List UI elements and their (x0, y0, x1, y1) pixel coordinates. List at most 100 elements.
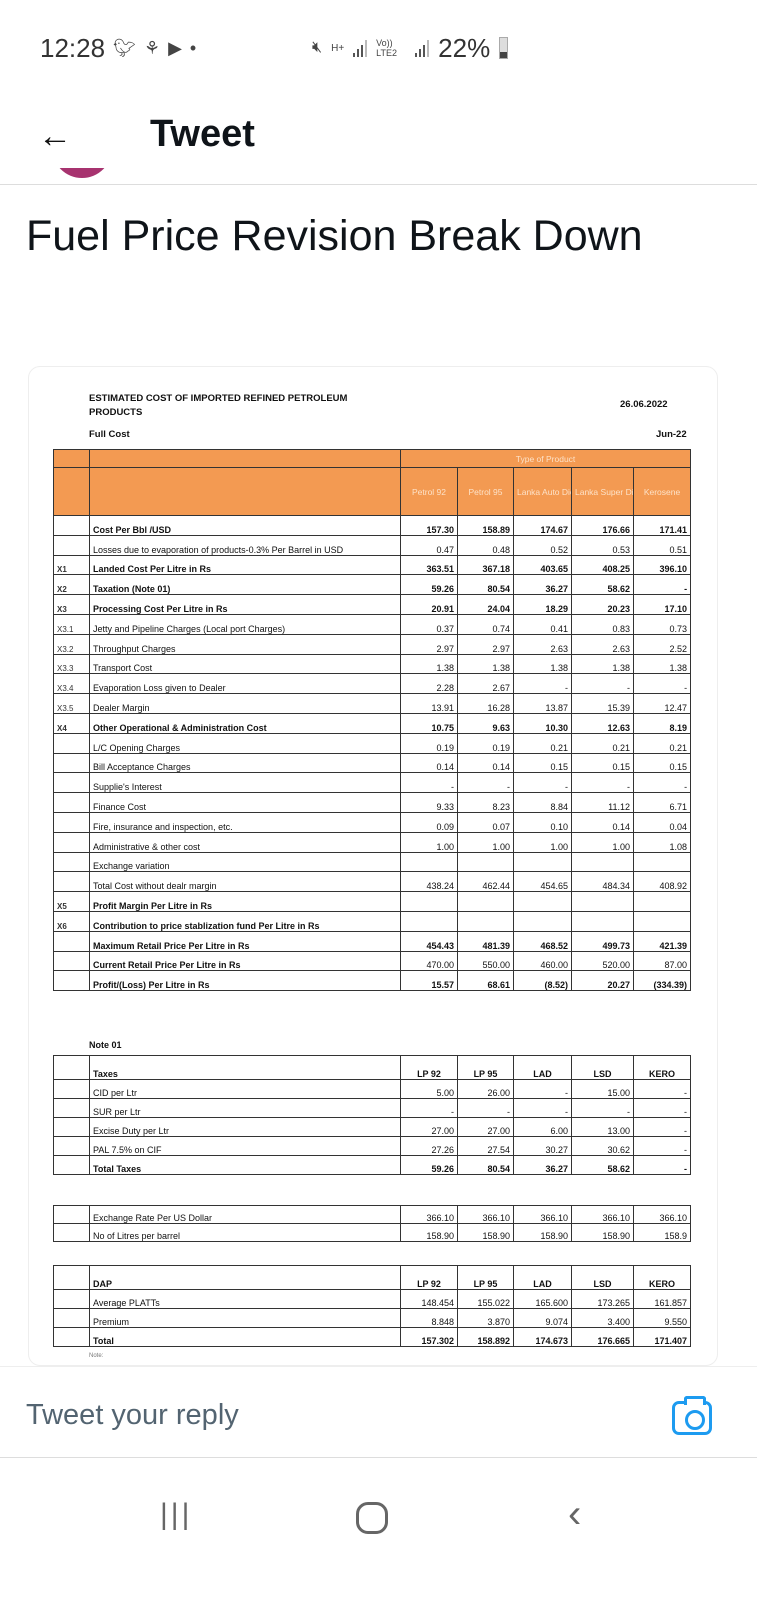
reply-input[interactable]: Tweet your reply (26, 1399, 239, 1431)
cell-value: 15.57 (400, 970, 458, 992)
cell-value: 20.27 (571, 970, 634, 992)
row-label: Taxation (Note 01) (89, 574, 401, 596)
table-row: Maximum Retail Price Per Litre in Rs 454.… (53, 930, 692, 952)
cell-value: 158.9 (633, 1223, 691, 1242)
cell-value: 1.00 (400, 831, 458, 853)
cell-value: 3.870 (457, 1308, 514, 1328)
cell-value: 2.67 (457, 673, 514, 695)
cell-value: 148.454 (400, 1289, 458, 1309)
table-row: X3.2 Throughput Charges 2.97 2.97 2.63 2.63 2.… (53, 633, 692, 655)
cell-value: 36.27 (513, 1155, 572, 1175)
cell-value (400, 851, 458, 873)
row-label: CID per Ltr (89, 1079, 401, 1099)
cell-value: 15.00 (571, 1079, 634, 1099)
cell-value: 454.43 (400, 930, 458, 952)
table-row: Average PLATTs 148.454 155.022 165.600 173.2… (53, 1289, 691, 1309)
row-code: X6 (53, 910, 90, 932)
cell-value: 157.302 (400, 1327, 458, 1347)
row-label: Total (89, 1327, 401, 1347)
cell-value: 6.00 (513, 1117, 572, 1137)
cell-value: 59.26 (400, 574, 458, 596)
cell-value (571, 851, 634, 873)
table-row: L/C Opening Charges 0.19 0.19 0.21 0.21 0.21 (53, 732, 692, 754)
cost-table: Type of Product Petrol 92 Petrol 95 Lanka … (53, 449, 692, 992)
footnote: Note: (89, 1353, 104, 1359)
row-label: Premium (89, 1308, 401, 1328)
cell-value: 484.34 (571, 871, 634, 893)
cell-value: 174.67 (513, 515, 572, 536)
cell-value: - (513, 673, 572, 695)
cell-value: - (632, 574, 692, 596)
table-row: X3.1 Jetty and Pipeline Charges (Local po… (53, 613, 692, 635)
signal-icon (353, 39, 368, 57)
table-row: Total 157.302 158.892 174.673 176.665 171.407 (53, 1327, 691, 1347)
cell-value: 408.92 (632, 871, 692, 893)
cell-value: - (633, 1136, 691, 1156)
cell-value: 58.62 (571, 1155, 634, 1175)
cell-value: 8.84 (513, 792, 572, 813)
row-label: Excise Duty per Ltr (89, 1117, 401, 1137)
home-icon[interactable] (356, 1502, 388, 1534)
row-label: Bill Acceptance Charges (89, 752, 401, 774)
row-code: X3 (53, 594, 90, 615)
cell-value: 0.74 (457, 613, 514, 635)
cell-value: KERO (633, 1055, 691, 1080)
cell-value: 0.83 (571, 613, 634, 635)
table-header-row: DAP LP 92 LP 95 LAD LSD KERO (53, 1265, 691, 1290)
cell-value: 0.15 (571, 752, 634, 774)
doc-title-line1: ESTIMATED COST OF IMPORTED REFINED PETRO… (89, 393, 348, 404)
row-label: Throughput Charges (89, 633, 401, 655)
cell-value (457, 910, 514, 932)
cell-value: 403.65 (513, 554, 572, 576)
cell-value: LP 92 (400, 1265, 458, 1290)
row-label: SUR per Ltr (89, 1098, 401, 1118)
row-label: Transport Cost (89, 653, 401, 675)
recent-apps-icon[interactable]: ||| (160, 1498, 193, 1531)
cell-value (632, 891, 692, 912)
cell-value: 366.10 (513, 1205, 572, 1224)
cell-value: LSD (571, 1265, 634, 1290)
cell-value: 161.857 (633, 1289, 691, 1309)
row-code (53, 930, 90, 952)
cell-value: 16.28 (457, 693, 514, 714)
table-row: X4 Other Operational & Administration Cos… (53, 712, 692, 734)
row-code (53, 1055, 90, 1080)
row-code (53, 831, 90, 853)
cell-value: 1.38 (571, 653, 634, 675)
cell-value (571, 910, 634, 932)
cell-value: 2.97 (400, 633, 458, 655)
camera-icon[interactable] (672, 1396, 712, 1435)
clock: 12:28 (40, 32, 106, 63)
cell-value: 0.14 (457, 752, 514, 774)
row-code (53, 1223, 90, 1242)
table-row: PAL 7.5% on CIF 27.26 27.54 30.27 30.62- (53, 1136, 691, 1156)
row-code (53, 950, 90, 972)
cell-value: 12.63 (571, 712, 634, 734)
cell-value: 499.73 (571, 930, 634, 952)
cell-value: 27.00 (400, 1117, 458, 1137)
cell-value: 1.08 (632, 831, 692, 853)
back-icon[interactable]: ‹ (568, 1492, 582, 1536)
row-code: X5 (53, 891, 90, 912)
row-label: Contribution to price stablization fund … (89, 910, 401, 932)
row-label: Evaporation Loss given to Dealer (89, 673, 401, 695)
cell-value: 0.14 (400, 752, 458, 774)
cell-value: LP 92 (400, 1055, 458, 1080)
cell-value: 27.26 (400, 1136, 458, 1156)
avatar[interactable] (52, 168, 112, 198)
tweet-text: Fuel Price Revision Break Down (26, 212, 643, 260)
dap-table: DAP LP 92 LP 95 LAD LSD KERO Average PLATTs 148… (53, 1265, 691, 1347)
cell-value: 0.47 (400, 534, 458, 556)
table-row: Supplie's Interest - - - - - (53, 772, 692, 794)
cell-value: 1.38 (632, 653, 692, 675)
cell-value: 17.10 (632, 594, 692, 615)
arrow-left-icon[interactable]: ← (38, 117, 72, 155)
cell-value (571, 891, 634, 912)
row-code (53, 811, 90, 833)
cell-value: 3.400 (571, 1308, 634, 1328)
row-label: Cost Per Bbl /USD (89, 515, 401, 536)
cell-value: 10.75 (400, 712, 458, 734)
column-header: Petrol 92 (400, 467, 458, 516)
cell-value: 158.90 (513, 1223, 572, 1242)
cell-value: 366.10 (633, 1205, 691, 1224)
